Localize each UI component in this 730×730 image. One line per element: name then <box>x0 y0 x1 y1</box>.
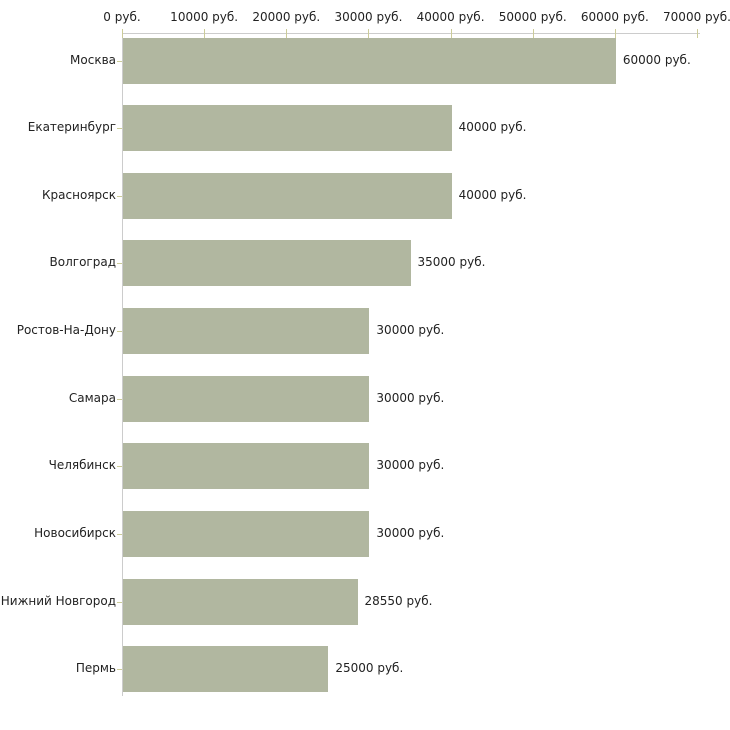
x-axis-tick-mark <box>450 29 452 38</box>
bar-3 <box>123 240 411 287</box>
x-axis-tick-mark <box>368 29 370 38</box>
x-axis-tick-label: 40000 руб. <box>416 10 485 24</box>
category-label: Ростов-На-Дону <box>16 323 116 338</box>
bar-6 <box>123 443 370 490</box>
x-axis-tick-label: 20000 руб. <box>252 10 321 24</box>
y-axis-tick-mark <box>117 669 122 671</box>
category-label: Нижний Новгород <box>0 593 116 608</box>
x-axis-tick-label: 50000 руб. <box>498 10 567 24</box>
y-axis-tick-mark <box>117 331 122 333</box>
x-axis-tick-label: 60000 руб. <box>580 10 649 24</box>
category-label: Волгоград <box>49 255 116 270</box>
category-label: Самара <box>68 390 116 405</box>
bar-value-label: 30000 руб. <box>376 390 445 405</box>
x-axis-tick-mark <box>204 29 206 38</box>
bar-value-label: 35000 руб. <box>417 255 486 270</box>
y-axis-tick-mark <box>117 195 122 197</box>
bar-7 <box>123 511 370 558</box>
x-axis-tick-mark <box>122 29 123 38</box>
bar-value-label: 40000 руб. <box>458 120 527 135</box>
x-axis-tick-label: 10000 руб. <box>170 10 239 24</box>
bar-8 <box>123 578 358 625</box>
y-axis-tick-mark <box>117 398 122 400</box>
y-axis-tick-mark <box>117 601 122 603</box>
x-axis-line <box>122 33 700 34</box>
bar-4 <box>123 308 370 355</box>
category-label: Челябинск <box>48 458 116 473</box>
category-label: Красноярск <box>42 187 116 202</box>
bar-value-label: 30000 руб. <box>376 323 445 338</box>
bar-value-label: 30000 руб. <box>376 458 445 473</box>
x-axis-tick-mark <box>614 29 616 38</box>
bar-value-label: 28550 руб. <box>364 593 433 608</box>
y-axis-line <box>122 33 123 696</box>
category-label: Екатеринбург <box>27 120 116 135</box>
y-axis-tick-mark <box>117 263 122 265</box>
bar-5 <box>123 375 370 422</box>
y-axis-tick-mark <box>117 60 122 62</box>
x-axis-tick-mark <box>532 29 534 38</box>
bar-value-label: 60000 руб. <box>622 52 691 67</box>
y-axis-tick-mark <box>117 534 122 536</box>
x-axis-tick-mark <box>697 29 698 38</box>
x-axis-tick-mark <box>286 29 288 38</box>
bar-value-label: 30000 руб. <box>376 526 445 541</box>
category-label: Новосибирск <box>34 526 116 541</box>
bar-2 <box>123 172 452 219</box>
bar-value-label: 25000 руб. <box>335 661 404 676</box>
bar-value-label: 40000 руб. <box>458 187 527 202</box>
x-axis-tick-label: 70000 руб. <box>663 10 730 24</box>
y-axis-tick-mark <box>117 466 122 468</box>
x-axis-tick-label: 0 руб. <box>103 10 141 24</box>
bar-1 <box>123 105 452 152</box>
category-label: Пермь <box>75 661 116 676</box>
bar-9 <box>123 646 329 693</box>
category-label: Москва <box>70 52 116 67</box>
x-axis-tick-label: 30000 руб. <box>334 10 403 24</box>
y-axis-tick-mark <box>117 128 122 130</box>
bar-0 <box>123 37 616 84</box>
